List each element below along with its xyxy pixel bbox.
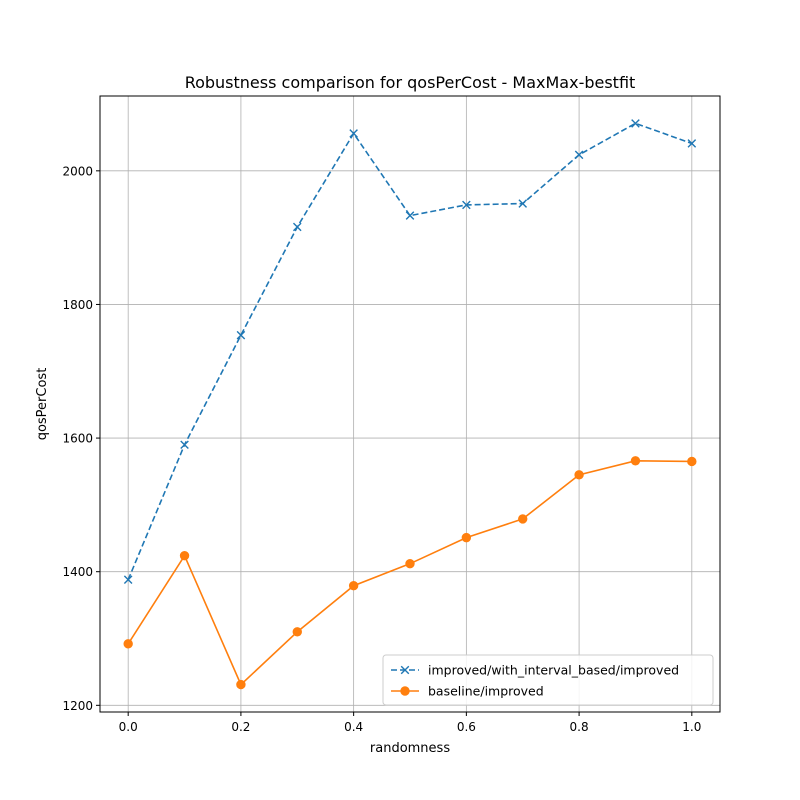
data-point: [687, 139, 697, 148]
x-tick-label: 0.0: [119, 720, 138, 734]
data-point: [518, 199, 528, 208]
y-tick-label: 2000: [62, 164, 93, 178]
data-point: [292, 627, 302, 637]
legend-marker: [400, 686, 410, 696]
legend-entry: improved/with_interval_based/improved: [391, 663, 679, 678]
y-tick-label: 1400: [62, 565, 93, 579]
series-1: [123, 119, 697, 585]
data-point: [123, 575, 133, 585]
data-point: [687, 456, 697, 467]
data-point: [405, 211, 415, 220]
plot-frame: [99, 95, 721, 713]
data-point: [631, 119, 640, 128]
series-layer: [123, 119, 697, 690]
data-point: [179, 550, 190, 561]
data-point: [236, 330, 246, 340]
y-tick-label: 1600: [62, 432, 93, 446]
legend-box: [382, 654, 714, 706]
x-tick-label: 0.6: [457, 720, 476, 734]
y-tick-label: 1200: [62, 699, 93, 713]
chart-title: Robustness comparison for qosPerCost - M…: [185, 73, 636, 92]
data-point: [461, 532, 472, 543]
data-point: [180, 440, 189, 450]
y-axis-label: qosPerCost: [35, 368, 50, 441]
x-tick-label: 0.4: [344, 720, 363, 734]
data-point: [349, 129, 358, 138]
data-point: [348, 581, 359, 591]
data-point: [574, 150, 584, 160]
data-point: [630, 456, 641, 466]
data-point: [405, 558, 415, 569]
data-point: [518, 514, 528, 524]
tick-layer: 0.0 0.2 0.4 0.6 0.8 1.0 1200 1400 1600 1800 2000: [62, 164, 701, 734]
legend-marker: [400, 665, 410, 675]
series-2: [123, 456, 697, 690]
y-tick-label: 1800: [62, 298, 93, 312]
legend-label: baseline/improved: [428, 684, 544, 699]
legend-entry: baseline/improved: [391, 684, 544, 699]
x-tick-label: 0.8: [570, 720, 589, 734]
x-axis-label: randomness: [370, 741, 450, 756]
series-line: [127, 122, 693, 581]
data-point: [574, 470, 584, 480]
legend: improved/with_interval_based/improvedbas…: [382, 654, 714, 706]
data-point: [236, 679, 246, 690]
grid-layer: [100, 96, 720, 712]
data-point: [462, 200, 471, 210]
data-point: [123, 639, 133, 649]
x-tick-label: 1.0: [682, 720, 701, 734]
x-tick-label: 0.2: [231, 720, 250, 734]
legend-label: improved/with_interval_based/improved: [428, 663, 679, 678]
data-point: [292, 222, 302, 232]
